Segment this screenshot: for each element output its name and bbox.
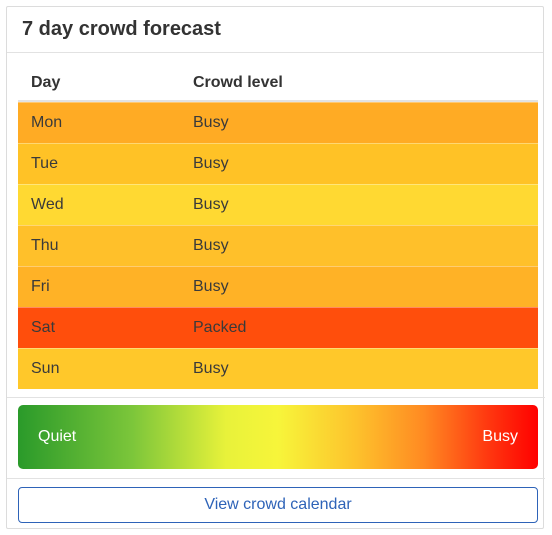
card-header: 7 day crowd forecast — [7, 7, 543, 53]
cell-day: Thu — [31, 237, 59, 254]
section-divider — [7, 397, 545, 398]
cell-crowd-level: Busy — [193, 114, 229, 131]
legend-low-label: Quiet — [38, 428, 77, 445]
cell-crowd-level: Busy — [193, 155, 229, 172]
table-row: Sat Packed — [18, 307, 538, 348]
column-header-day: Day — [31, 73, 61, 91]
crowd-forecast-card: 7 day crowd forecast Day Crowd level Mon… — [6, 6, 545, 529]
forecast-table: Day Crowd level Mon Busy Tue Busy Wed Bu… — [18, 65, 538, 389]
table-row: Thu Busy — [18, 225, 538, 266]
cell-crowd-level: Packed — [193, 319, 247, 336]
cell-crowd-level: Busy — [193, 360, 229, 377]
cell-crowd-level: Busy — [193, 237, 229, 254]
cell-day: Wed — [31, 196, 64, 213]
table-row: Sun Busy — [18, 348, 538, 389]
table-row: Fri Busy — [18, 266, 538, 307]
crowd-level-legend: Quiet Busy — [18, 405, 538, 469]
column-header-crowd-level: Crowd level — [193, 73, 283, 91]
cell-day: Sun — [31, 360, 60, 377]
view-crowd-calendar-button[interactable]: View crowd calendar — [18, 487, 538, 523]
cell-day: Sat — [31, 319, 56, 336]
cell-crowd-level: Busy — [193, 278, 229, 295]
section-divider — [7, 478, 545, 479]
table-header-row: Day Crowd level — [18, 65, 538, 102]
cell-day: Mon — [31, 114, 63, 131]
cell-day: Fri — [31, 278, 50, 295]
table-row: Wed Busy — [18, 184, 538, 225]
card-title: 7 day crowd forecast — [22, 18, 221, 40]
legend-high-label: Busy — [482, 428, 518, 445]
cell-day: Tue — [31, 155, 58, 172]
table-row: Mon Busy — [18, 102, 538, 143]
table-row: Tue Busy — [18, 143, 538, 184]
cell-crowd-level: Busy — [193, 196, 229, 213]
